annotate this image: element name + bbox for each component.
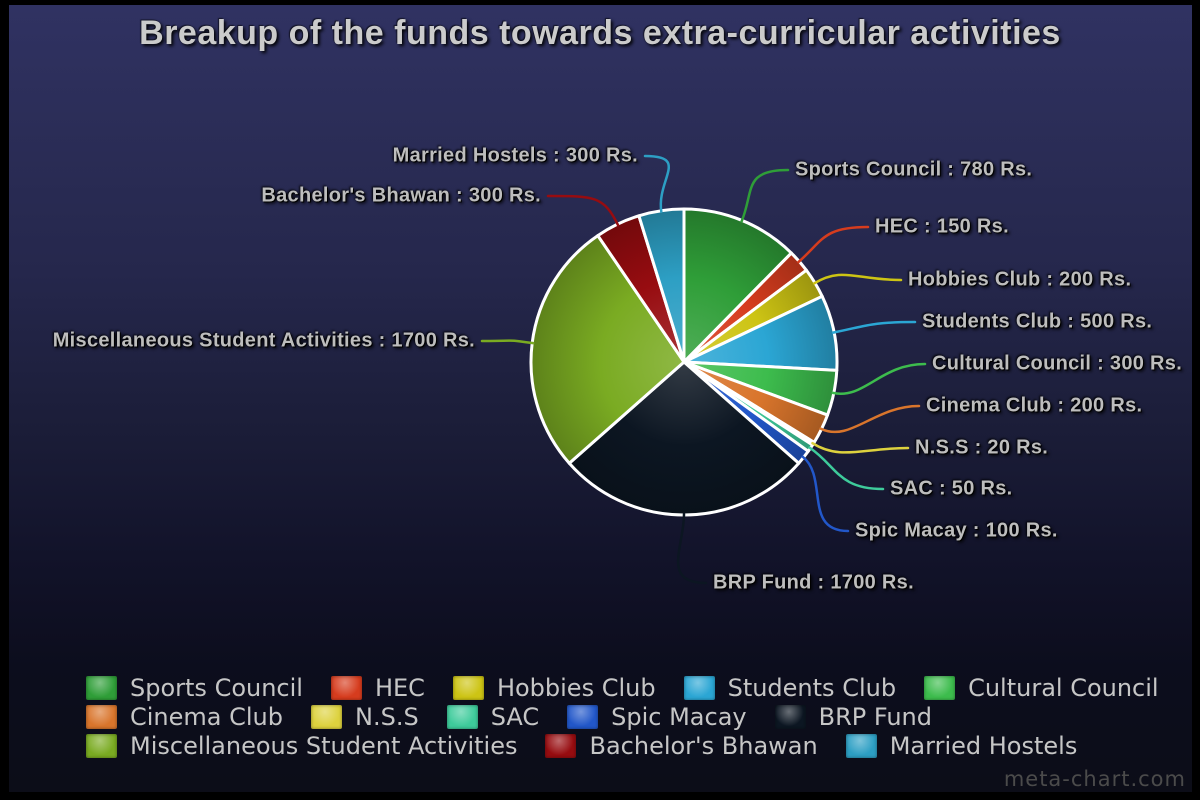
legend-item-hobbies-club: Hobbies Club — [452, 673, 656, 702]
legend: Sports Council HEC Hobbies Club Students Cl… — [86, 673, 1159, 760]
legend-label-sac: SAC — [490, 702, 540, 731]
chart-title: Breakup of the funds towards extra-curri… — [139, 14, 1061, 52]
legend-item-sac: SAC — [446, 702, 540, 731]
leader-line-hobbies-club — [812, 273, 903, 285]
slice-label-spic-macay: Spic Macay : 100 Rs. — [855, 519, 1058, 542]
legend-label-hobbies-club: Hobbies Club — [496, 673, 656, 702]
legend-row: Sports Council HEC Hobbies Club Students Cl… — [86, 673, 1159, 702]
slice-label-bachelor-s-bhawan: Bachelor's Bhawan : 300 Rs. — [261, 184, 541, 207]
legend-item-miscellaneous-student-activities: Miscellaneous Student Activities — [86, 731, 518, 760]
legend-swatch-cinema-club — [86, 704, 117, 729]
leader-line-miscellaneous-student-activities — [480, 339, 535, 345]
legend-row: Miscellaneous Student Activities Bachelor… — [86, 731, 1159, 760]
legend-label-n-s-s: N.S.S — [355, 702, 419, 731]
slice-label-sac: SAC : 50 Rs. — [890, 477, 1013, 500]
legend-item-married-hostels: Married Hostels — [845, 731, 1078, 760]
legend-item-students-club: Students Club — [683, 673, 897, 702]
legend-swatch-hec — [330, 675, 362, 700]
legend-item-n-s-s: N.S.S — [311, 702, 419, 731]
legend-swatch-n-s-s — [311, 704, 342, 729]
legend-label-spic-macay: Spic Macay — [611, 702, 747, 731]
slice-label-miscellaneous-student-activities: Miscellaneous Student Activities : 1700 … — [52, 329, 475, 352]
leader-line-sac — [808, 446, 885, 491]
legend-item-spic-macay: Spic Macay — [567, 702, 747, 731]
legend-label-cultural-council: Cultural Council — [968, 673, 1159, 702]
legend-label-cinema-club: Cinema Club — [130, 702, 283, 731]
legend-swatch-cultural-council — [924, 675, 956, 700]
watermark: meta-chart.com — [1003, 767, 1186, 791]
leader-line-bachelor-s-bhawan — [546, 194, 620, 227]
legend-label-married-hostels: Married Hostels — [889, 731, 1078, 760]
legend-label-hec: HEC — [374, 673, 425, 702]
slice-label-cultural-council: Cultural Council : 300 Rs. — [932, 352, 1183, 375]
slice-label-hobbies-club: Hobbies Club : 200 Rs. — [908, 268, 1132, 291]
leader-line-cinema-club — [819, 404, 921, 434]
leader-line-n-s-s — [811, 441, 910, 454]
legend-swatch-bachelor-s-bhawan — [545, 733, 577, 758]
legend-label-brp-fund: BRP Fund — [818, 702, 932, 731]
legend-swatch-brp-fund — [774, 704, 806, 729]
legend-item-cultural-council: Cultural Council — [924, 673, 1159, 702]
legend-swatch-sac — [446, 704, 478, 729]
leader-line-spic-macay — [801, 455, 850, 533]
leader-line-hec — [797, 225, 870, 264]
slice-label-n-s-s: N.S.S : 20 Rs. — [915, 436, 1049, 459]
legend-label-students-club: Students Club — [727, 673, 897, 702]
legend-swatch-spic-macay — [567, 704, 599, 729]
legend-item-bachelor-s-bhawan: Bachelor's Bhawan — [545, 731, 818, 760]
legend-item-brp-fund: BRP Fund — [774, 702, 932, 731]
slice-label-sports-council: Sports Council : 780 Rs. — [795, 158, 1033, 181]
leader-line-brp-fund — [676, 512, 708, 585]
legend-swatch-married-hostels — [845, 733, 877, 758]
legend-label-sports-council: Sports Council — [130, 673, 303, 702]
legend-item-hec: HEC — [330, 673, 425, 702]
legend-label-miscellaneous-student-activities: Miscellaneous Student Activities — [130, 731, 518, 760]
slice-label-hec: HEC : 150 Rs. — [875, 215, 1009, 238]
leader-line-cultural-council — [831, 362, 927, 395]
legend-swatch-hobbies-club — [452, 675, 484, 700]
leader-line-students-club — [831, 320, 917, 334]
legend-item-sports-council: Sports Council — [86, 673, 303, 702]
slice-label-students-club: Students Club : 500 Rs. — [922, 310, 1153, 333]
legend-item-cinema-club: Cinema Club — [86, 702, 283, 731]
leader-line-sports-council — [740, 168, 790, 223]
legend-swatch-sports-council — [86, 675, 117, 700]
slice-label-married-hostels: Married Hostels : 300 Rs. — [392, 144, 638, 167]
legend-swatch-students-club — [683, 675, 715, 700]
slice-label-cinema-club: Cinema Club : 200 Rs. — [926, 394, 1143, 417]
leader-line-married-hostels — [643, 154, 670, 213]
legend-label-bachelor-s-bhawan: Bachelor's Bhawan — [589, 731, 818, 760]
slice-label-brp-fund: BRP Fund : 1700 Rs. — [713, 571, 914, 594]
legend-swatch-miscellaneous-student-activities — [86, 733, 117, 758]
legend-row: Cinema Club N.S.S SAC Spic Macay BRP Fund — [86, 702, 1159, 731]
